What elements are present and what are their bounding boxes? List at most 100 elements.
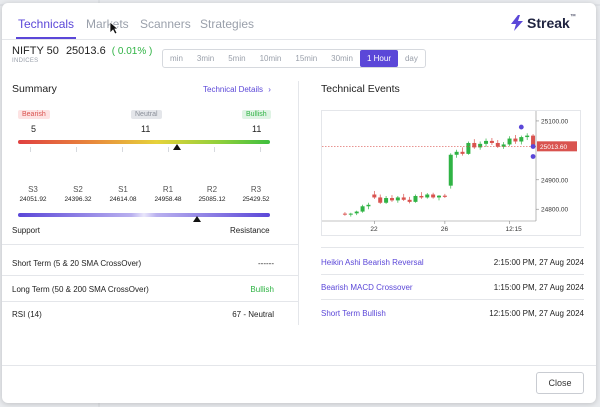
chevron-right-icon: › [268, 85, 271, 94]
tab-strategies[interactable]: Strategies [200, 17, 255, 31]
pivot-value-r2: 25085.12 [198, 196, 226, 203]
candle-body [425, 194, 430, 198]
candle-body [495, 142, 500, 147]
pivot-value-s2: 24396.32 [64, 196, 92, 203]
timeframe-3min[interactable]: 3min [196, 54, 215, 63]
candle-body [437, 195, 441, 198]
timeframe-5min[interactable]: 5min [228, 54, 246, 63]
candle-body [454, 151, 459, 155]
timeframe-day[interactable]: day [404, 54, 418, 63]
gauge-tick [168, 147, 169, 152]
candle-body [448, 154, 453, 186]
x-tick-label: 12:15 [506, 226, 523, 233]
candle-body [513, 138, 518, 142]
instrument-price: 25013.6 [65, 45, 106, 57]
tab-markets[interactable]: Markets [86, 17, 129, 31]
divider [2, 244, 298, 245]
pivot-label-r3: R3 [250, 185, 262, 194]
candlestick-chart: 25100.00 24900.00 24800.00 25013.60 22 26 12:1… [322, 111, 577, 233]
candle-body [366, 204, 371, 207]
technicals-modal: Technicals Markets Scanners Strategies S… [2, 3, 596, 403]
candle-body [501, 144, 506, 147]
candle-body [407, 199, 412, 202]
candle-body [360, 206, 365, 212]
event-marker-dot [530, 154, 536, 159]
candle-body [478, 143, 483, 148]
timeframe-min[interactable]: min [170, 54, 183, 63]
last-price-label: 25013.60 [540, 144, 567, 151]
candle-body [384, 198, 389, 203]
candle-body [507, 138, 512, 145]
candle-body [489, 140, 494, 143]
neutral-badge: Neutral [131, 110, 162, 119]
candle-body [348, 213, 353, 215]
candle-body [484, 140, 489, 144]
candle-body [442, 195, 447, 197]
candle-body [525, 135, 530, 138]
x-tick-label: 22 [370, 226, 378, 233]
summary-title: Summary [12, 83, 57, 95]
pivot-label-s3: S3 [28, 185, 38, 194]
candle-body [354, 211, 359, 214]
tab-technicals[interactable]: Technicals [18, 17, 75, 31]
event-macd[interactable]: Bearish MACD Crossover [321, 283, 413, 292]
divider [321, 299, 584, 300]
indicator-rsi-label: RSI (14) [12, 310, 42, 319]
tab-bar: Technicals Markets Scanners Strategies S… [2, 3, 596, 40]
candle-body [389, 198, 394, 201]
brand-name: Streak [527, 15, 570, 31]
technical-details-label: Technical Details [203, 85, 264, 94]
indicator-short-term-value: ------ [258, 259, 274, 268]
tab-scanners[interactable]: Scanners [140, 17, 191, 31]
event-marker-dot [518, 124, 524, 130]
gauge-tick [122, 147, 123, 152]
mouse-cursor-icon [109, 21, 119, 35]
price-marker-icon [192, 216, 201, 222]
close-button[interactable]: Close [536, 372, 584, 394]
neutral-count: 11 [141, 124, 151, 134]
bullish-badge: Bullish [242, 110, 271, 119]
brand-trademark: ™ [569, 14, 576, 20]
gauge-tick [30, 147, 31, 152]
pivot-label-s1: S1 [118, 185, 128, 194]
divider [321, 247, 584, 248]
candle-body [401, 197, 406, 200]
pivot-range-bar [18, 213, 270, 217]
event-short-term-bullish[interactable]: Short Term Bullish [321, 309, 386, 318]
candle-body [531, 135, 536, 147]
last-price-badge [537, 141, 577, 152]
gauge-tick [76, 147, 77, 152]
candle-body [413, 195, 418, 202]
event-heikin-ashi[interactable]: Heikin Ashi Bearish Reversal [321, 258, 424, 267]
pivot-value-s3: 24051.92 [19, 196, 47, 203]
resistance-label: Resistance [230, 226, 270, 235]
indicator-short-term-label: Short Term (5 & 20 SMA CrossOver) [12, 259, 142, 268]
streak-logo: Streak ™ [510, 14, 576, 31]
column-divider [298, 81, 299, 325]
timeframe-1hour[interactable]: 1 Hour [359, 50, 398, 67]
gauge-marker-icon [172, 144, 181, 150]
instrument-header: NIFTY 50 25013.6 ( 0.01% ) [12, 45, 152, 57]
divider [2, 301, 298, 302]
support-label: Support [12, 226, 41, 235]
indicator-long-term-value: Bullish [250, 285, 274, 294]
gauge-tick [260, 147, 261, 152]
instrument-name: NIFTY 50 [12, 45, 59, 57]
pivot-label-r2: R2 [206, 185, 218, 194]
candle-body [419, 195, 424, 198]
divider [2, 275, 298, 276]
candle-body [466, 142, 471, 154]
candle-body [431, 194, 436, 198]
event-time: 12:15:00 PM, 27 Aug 2024 [489, 309, 584, 318]
indicator-rsi-value: 67 - Neutral [232, 310, 274, 319]
pivot-label-s2: S2 [73, 185, 83, 194]
active-tab-indicator [16, 37, 76, 39]
timeframe-10min[interactable]: 10min [259, 54, 282, 63]
bullish-count: 11 [252, 124, 262, 134]
sentiment-gauge [18, 140, 270, 144]
timeframe-15min[interactable]: 15min [295, 54, 318, 63]
technical-details-link[interactable]: Technical Details › [203, 85, 271, 94]
technical-events-title: Technical Events [321, 83, 400, 95]
pivot-value-s1: 24614.08 [109, 196, 137, 203]
timeframe-30min[interactable]: 30min [331, 54, 353, 63]
